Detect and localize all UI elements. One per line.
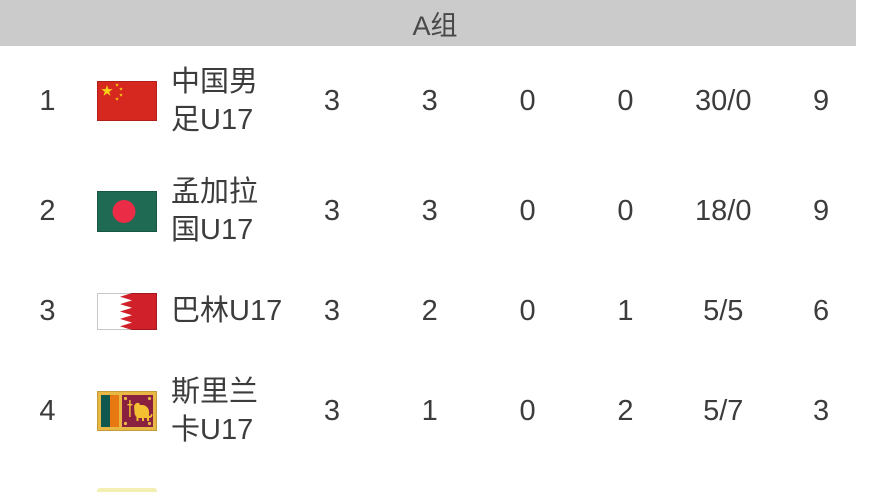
lost-cell: 2 bbox=[617, 394, 634, 427]
team-name: 孟加拉国U17 bbox=[171, 175, 259, 246]
rank-label: 3 bbox=[39, 294, 56, 327]
rank-label: 1 bbox=[39, 84, 56, 117]
china-flag-icon bbox=[97, 81, 159, 121]
played-cell: 3 bbox=[323, 194, 340, 227]
drawn-cell: 0 bbox=[519, 294, 536, 327]
rank-label: 2 bbox=[39, 194, 56, 227]
sri-lanka-flag-icon bbox=[97, 391, 159, 431]
scrollbar-gutter bbox=[856, 0, 870, 46]
group-title: A组 bbox=[412, 10, 458, 41]
lost-cell: 0 bbox=[617, 84, 634, 117]
drawn-cell: 0 bbox=[519, 394, 536, 427]
bangladesh-flag-icon bbox=[97, 190, 159, 232]
goals-cell: 5/5 bbox=[703, 294, 744, 327]
played-cell: 3 bbox=[323, 84, 340, 117]
team-name: 中国男足U17 bbox=[171, 65, 259, 136]
won-cell: 2 bbox=[421, 294, 438, 327]
goals-cell: 18/0 bbox=[695, 194, 752, 227]
points-cell: 9 bbox=[812, 194, 830, 227]
played-cell: 3 bbox=[323, 294, 340, 327]
points-cell: 6 bbox=[812, 294, 830, 327]
won-cell: 3 bbox=[421, 84, 438, 117]
lost-cell: 1 bbox=[617, 294, 634, 327]
points-cell: 3 bbox=[812, 394, 830, 427]
rank-label: 4 bbox=[39, 394, 56, 427]
goals-cell: 30/0 bbox=[695, 84, 752, 117]
team-name: 斯里兰卡U17 bbox=[171, 375, 259, 446]
goals-cell: 5/7 bbox=[703, 394, 744, 427]
drawn-cell: 0 bbox=[519, 84, 536, 117]
team-row[interactable]: 2 孟加拉国U17 3 3 0 0 18/0 9 bbox=[0, 156, 870, 266]
played-cell: 3 bbox=[323, 394, 340, 427]
drawn-cell: 0 bbox=[519, 194, 536, 227]
group-header: A组 bbox=[0, 0, 870, 46]
won-cell: 3 bbox=[421, 194, 438, 227]
bahrain-flag-icon bbox=[97, 292, 159, 330]
lost-cell: 0 bbox=[617, 194, 634, 227]
partial-flag-icon bbox=[97, 466, 159, 492]
team-row[interactable]: 3 巴林U17 3 2 0 1 5/5 6 bbox=[0, 266, 870, 356]
team-row[interactable]: 1 中国男足U17 3 3 0 0 30/0 9 bbox=[0, 46, 870, 156]
points-cell: 9 bbox=[812, 84, 830, 117]
team-row-partial[interactable] bbox=[0, 466, 870, 492]
won-cell: 1 bbox=[421, 394, 438, 427]
team-row[interactable]: 4 斯里兰卡U17 3 1 0 2 5/7 3 bbox=[0, 356, 870, 466]
team-name: 巴林U17 bbox=[171, 294, 283, 327]
